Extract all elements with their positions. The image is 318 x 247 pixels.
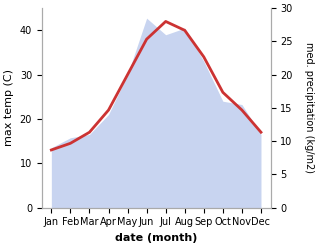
X-axis label: date (month): date (month) <box>115 233 197 243</box>
Y-axis label: max temp (C): max temp (C) <box>4 69 14 146</box>
Y-axis label: med. precipitation (kg/m2): med. precipitation (kg/m2) <box>304 42 314 173</box>
